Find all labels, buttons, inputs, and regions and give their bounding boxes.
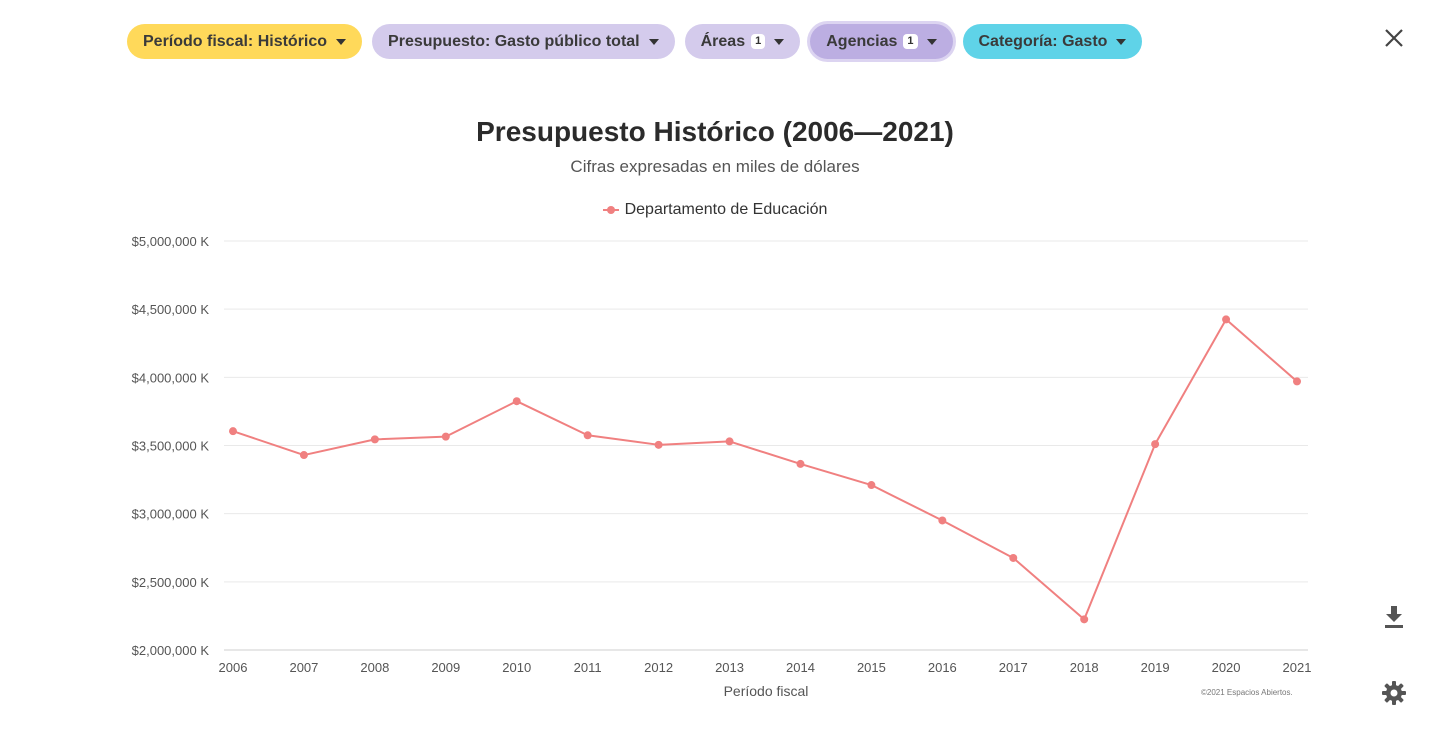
filter-budget-label: Presupuesto: Gasto público total [388,32,640,50]
x-tick-label: 2018 [1070,660,1099,675]
close-icon [1385,29,1403,47]
caret-down-icon [774,38,785,45]
x-tick-label: 2008 [360,660,389,675]
filter-agencies-count-badge: 1 [903,34,918,49]
data-point[interactable] [938,516,947,525]
y-tick-label: $3,000,000 K [132,507,210,522]
x-tick-label: 2012 [644,660,673,675]
data-point[interactable] [1080,615,1089,624]
x-tick-label: 2013 [715,660,744,675]
caret-down-icon [1116,38,1127,45]
data-point[interactable] [1151,440,1160,449]
filter-bar: Período fiscal: Histórico Presupuesto: G… [127,24,1143,59]
data-point[interactable] [1009,553,1018,562]
data-point[interactable] [1222,315,1231,324]
filter-fiscal-period[interactable]: Período fiscal: Histórico [127,24,363,59]
caret-down-icon [926,38,937,45]
y-tick-label: $2,500,000 K [132,575,210,590]
chart-subtitle: Cifras expresadas en miles de dólares [570,157,860,176]
data-point[interactable] [583,431,592,440]
filter-category[interactable]: Categoría: Gasto [962,24,1143,59]
data-point[interactable] [229,427,237,436]
x-tick-label: 2010 [502,660,531,675]
legend-marker [602,204,619,216]
filter-category-label: Categoría: Gasto [978,32,1108,50]
y-tick-label: $3,500,000 K [132,439,210,454]
x-tick-label: 2019 [1141,660,1170,675]
y-tick-label: $4,000,000 K [132,370,210,385]
x-tick-label: 2015 [857,660,886,675]
data-point[interactable] [867,481,876,490]
filter-agencies-label: Agencias [826,32,898,50]
caret-down-icon [648,38,659,45]
settings-button[interactable] [1381,680,1407,706]
data-point[interactable] [654,440,663,449]
x-tick-label: 2011 [574,660,602,675]
y-tick-label: $5,000,000 K [132,234,210,249]
filter-areas-count-badge: 1 [751,34,766,49]
y-tick-label: $4,500,000 K [132,302,210,317]
x-tick-label: 2014 [786,660,815,675]
data-point[interactable] [299,451,308,460]
series-line [232,318,1298,621]
x-tick-label: 2009 [431,660,460,675]
x-tick-label: 2007 [289,660,318,675]
x-tick-label: 2021 [1283,660,1312,675]
caret-down-icon [336,38,347,45]
download-button[interactable] [1382,604,1406,630]
chart-title: Presupuesto Histórico (2006—2021) [476,116,954,147]
filter-fiscal-period-label: Período fiscal: Histórico [143,32,328,50]
chart-legend: Departamento de Educación [0,201,1430,219]
x-tick-label: 2017 [999,660,1028,675]
filter-areas-label: Áreas [700,32,746,50]
chart-credit: ©2021 Espacios Abiertos. [1201,688,1293,697]
data-point[interactable] [512,397,521,406]
x-axis-title: Período fiscal [724,683,809,699]
data-point[interactable] [796,459,805,468]
data-point[interactable] [441,432,450,441]
filter-areas[interactable]: Áreas 1 [684,24,801,59]
data-point[interactable] [725,437,734,446]
close-button[interactable] [1383,27,1405,49]
x-tick-label: 2006 [219,660,248,675]
gear-icon [1382,681,1406,705]
filter-budget[interactable]: Presupuesto: Gasto público total [372,24,675,59]
data-point[interactable] [1293,377,1301,386]
x-tick-label: 2016 [928,660,957,675]
y-tick-label: $2,000,000 K [132,643,210,658]
filter-agencies[interactable]: Agencias 1 [810,24,953,59]
x-tick-label: 2020 [1212,660,1241,675]
data-point[interactable] [370,435,379,444]
download-icon [1385,606,1403,628]
legend-series-name[interactable]: Departamento de Educación [624,201,828,218]
